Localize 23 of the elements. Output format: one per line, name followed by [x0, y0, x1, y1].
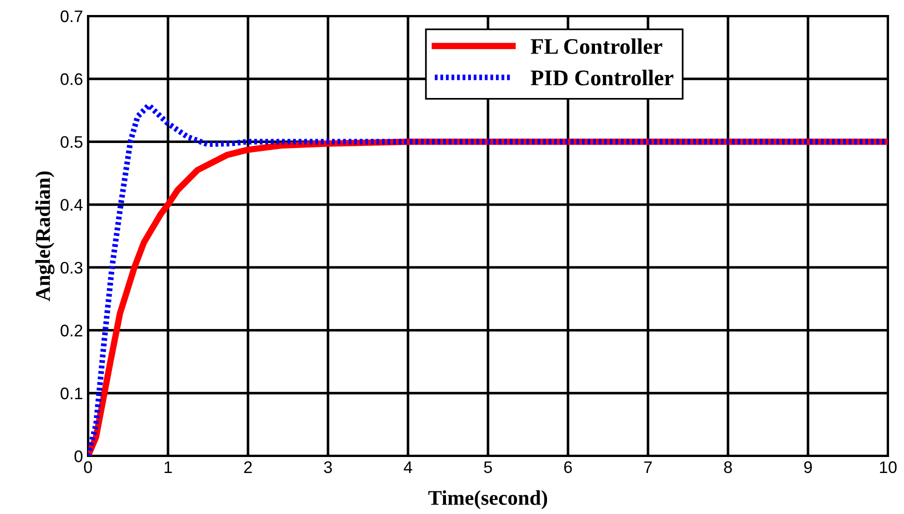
x-tick-label: 1	[164, 461, 172, 473]
legend-label: FL Controller	[530, 38, 662, 54]
x-tick-label: 10	[880, 461, 897, 474]
x-tick-label: 4	[404, 461, 412, 473]
y-tick-label: 0	[74, 450, 82, 462]
y-tick-label: 0.6	[60, 73, 82, 86]
y-tick-label: 0.5	[60, 136, 82, 148]
x-tick-label: 0	[84, 461, 92, 474]
x-tick-label: 8	[724, 461, 732, 474]
y-axis-title: Angle(Radian)	[35, 172, 54, 302]
y-tick-label: 0.4	[60, 198, 83, 211]
y-tick-label: 0.3	[60, 262, 82, 274]
x-tick-label: 7	[644, 461, 652, 473]
legend-label: PID Controller	[530, 70, 674, 86]
x-tick-label: 2	[244, 461, 252, 473]
y-tick-label: 0.2	[60, 324, 82, 336]
y-tick-label: 0.7	[60, 10, 82, 22]
x-tick-label: 3	[324, 461, 332, 474]
x-tick-label: 5	[484, 461, 492, 474]
x-tick-label: 9	[804, 461, 812, 474]
x-tick-label: 6	[564, 461, 572, 474]
y-tick-label: 0.1	[60, 388, 82, 400]
x-axis-title: Time(second)	[428, 490, 548, 510]
